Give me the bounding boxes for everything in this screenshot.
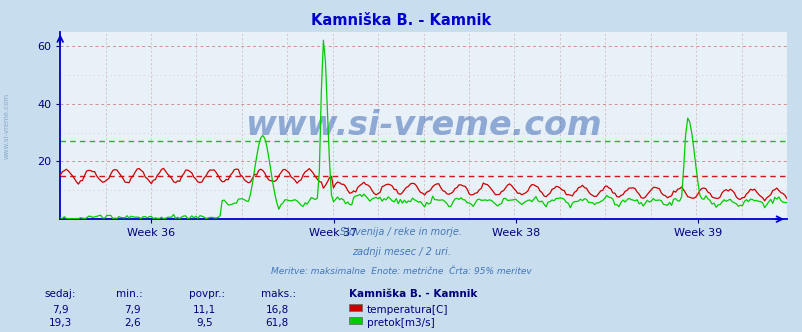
Text: 11,1: 11,1 [193,305,216,315]
Text: pretok[m3/s]: pretok[m3/s] [367,318,434,328]
Text: min.:: min.: [116,289,143,299]
Text: sedaj:: sedaj: [44,289,75,299]
Text: 7,9: 7,9 [52,305,68,315]
Text: temperatura[C]: temperatura[C] [367,305,448,315]
Text: www.si-vreme.com: www.si-vreme.com [3,93,10,159]
Text: povpr.:: povpr.: [188,289,225,299]
Text: www.si-vreme.com: www.si-vreme.com [245,109,602,142]
Text: 19,3: 19,3 [49,318,71,328]
Text: 16,8: 16,8 [265,305,288,315]
Text: Slovenija / reke in morje.: Slovenija / reke in morje. [340,227,462,237]
Text: 61,8: 61,8 [265,318,288,328]
Text: Kamniška B. - Kamnik: Kamniška B. - Kamnik [311,13,491,28]
Text: 2,6: 2,6 [124,318,140,328]
Text: maks.:: maks.: [261,289,296,299]
Text: Meritve: maksimalne  Enote: metrične  Črta: 95% meritev: Meritve: maksimalne Enote: metrične Črta… [271,267,531,276]
Text: zadnji mesec / 2 uri.: zadnji mesec / 2 uri. [351,247,451,257]
Text: 9,5: 9,5 [196,318,213,328]
Text: 7,9: 7,9 [124,305,140,315]
Text: Kamniška B. - Kamnik: Kamniška B. - Kamnik [349,289,477,299]
